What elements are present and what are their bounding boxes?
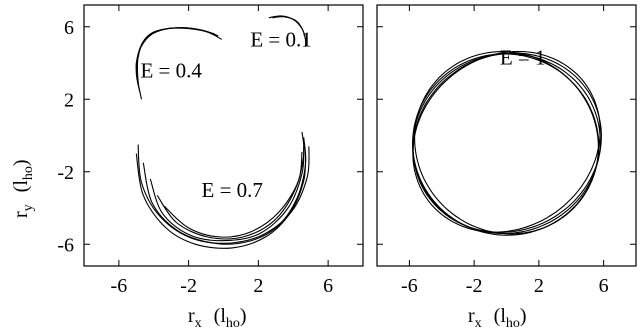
x-tick-label: -2 [466, 275, 483, 297]
right-plot-frame [376, 4, 637, 267]
right-tick-labels: -6 -2 2 6 [401, 275, 609, 297]
trajectory-curve [414, 51, 599, 235]
trajectory-curve [412, 50, 601, 233]
energy-annotation: E = 0.7 [202, 178, 263, 202]
trajectory-curve [272, 16, 307, 46]
right-annotations: E = 1 [500, 46, 546, 70]
x-tick-label: 6 [599, 275, 609, 297]
trajectory-curve [149, 146, 305, 242]
x-tick-label: 6 [323, 275, 333, 297]
left-plot-frame [83, 4, 364, 267]
y-tick-label: -2 [57, 162, 74, 184]
energy-annotation: E = 0.4 [140, 58, 202, 82]
y-tick-label: 2 [64, 89, 74, 111]
trajectory-curve [163, 151, 303, 238]
trajectory-curve [142, 137, 307, 245]
energy-annotation: E = 0.1 [250, 27, 311, 51]
right-curves [412, 50, 602, 236]
left-tick-labels: -6 -2 2 6 6 2 -2 -6 [57, 17, 333, 297]
x-tick-label: -6 [401, 275, 418, 297]
y-tick-label: 6 [64, 17, 74, 39]
x-tick-label: 2 [253, 275, 263, 297]
left-x-axis-label: rx (lho) [188, 305, 247, 329]
left-y-axis-label: ry(lho) [10, 159, 36, 218]
left-curves [135, 15, 310, 249]
trajectory-curve [137, 144, 310, 244]
trajectory-curve [412, 53, 601, 235]
right-ticks [377, 5, 636, 266]
right-panel: -6 -2 2 6 E = 1 rx (lho) [376, 4, 637, 329]
x-tick-label: 2 [534, 275, 544, 297]
left-panel: -6 -2 2 6 6 2 -2 -6 E = 0.1 E = 0.4 E = 0.7 rx (lh… [10, 4, 364, 329]
trajectory-curve [135, 27, 215, 85]
trajectory-curve [156, 131, 305, 240]
trajectory-curve [135, 151, 307, 249]
x-tick-label: -2 [180, 275, 197, 297]
x-tick-label: -6 [111, 275, 128, 297]
y-tick-label: -6 [57, 234, 74, 256]
left-annotations: E = 0.1 E = 0.4 E = 0.7 [140, 27, 311, 201]
energy-annotation: E = 1 [500, 46, 546, 70]
right-x-axis-label: rx (lho) [468, 305, 527, 329]
left-ticks [84, 5, 363, 266]
